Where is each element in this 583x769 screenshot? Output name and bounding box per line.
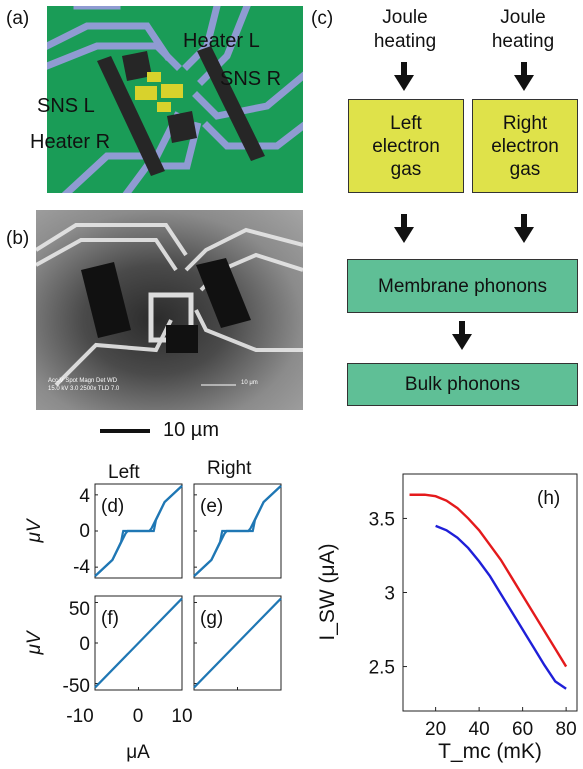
sem-info-line2: 15.0 kV 3.0 2500x TLD 7.0 (48, 386, 120, 392)
y-axis-label: μV (24, 629, 45, 655)
iv-panels: (d) (e) (f) (g) 4 0 -4 50 0 -50 -10 0 10 μV μV μA (24, 483, 282, 763)
arrow-down-icon (394, 214, 414, 243)
y-tick-label: 0 (79, 634, 90, 655)
x-tick-label: -10 (66, 706, 93, 727)
panel-label: (g) (200, 608, 223, 629)
y-axis-label: μV (24, 517, 45, 543)
arrow-down-icon (394, 62, 414, 91)
panel-label-h: (h) (537, 488, 561, 509)
sem-image: Acc.V Spot Magn Det WD 15.0 kV 3.0 2500x… (36, 210, 303, 410)
x-tick-label: 40 (469, 719, 490, 740)
iv-curve-branch (193, 485, 282, 577)
sem-scale-text: 10 μm (241, 380, 258, 386)
x-axis-label: μA (126, 742, 150, 763)
heater-l-label: Heater L (183, 30, 260, 52)
arrow-down-icon (514, 62, 534, 91)
scale-bar (100, 429, 150, 433)
column-left-label: Left (108, 462, 140, 483)
column-right-label: Right (207, 458, 252, 479)
x-tick-label: 10 (171, 706, 192, 727)
panel-label-b: (b) (6, 228, 30, 249)
panel-label: (d) (101, 496, 124, 517)
iv-curve (193, 597, 282, 689)
panel-label-c: (c) (311, 8, 334, 29)
sem-info-line1: Acc.V Spot Magn Det WD (48, 378, 118, 384)
y-tick-label: 3 (384, 584, 395, 605)
joule-heating-right: Joule heating (491, 7, 555, 52)
y-tick-label: -50 (63, 676, 90, 697)
isw-chart: 20 40 60 80 2.5 3 3.5 T_mc (mK) I_SW (μA) (316, 473, 578, 763)
x-axis-label: T_mc (mK) (438, 740, 542, 763)
series-blue-line (435, 524, 567, 690)
scale-bar-label: 10 µm (163, 419, 219, 441)
y-tick-label: 50 (69, 599, 90, 620)
device-schematic (47, 6, 303, 193)
y-tick-label: 0 (79, 521, 90, 542)
y-tick-label: 2.5 (369, 658, 395, 679)
panel-label: (e) (200, 496, 223, 517)
x-tick-label: 20 (425, 719, 446, 740)
left-electron-gas-box: Left electron gas (348, 99, 464, 193)
y-axis-label: I_SW (μA) (316, 543, 339, 640)
membrane-phonons-box: Membrane phonons (347, 259, 578, 313)
x-tick-label: 0 (133, 706, 144, 727)
panel-label: (f) (101, 608, 119, 629)
arrow-down-icon (514, 214, 534, 243)
y-tick-label: 4 (79, 486, 90, 507)
arrow-down-icon (452, 321, 472, 350)
joule-heating-left: Joule heating (373, 7, 437, 52)
panel-label-a: (a) (6, 8, 30, 29)
sns-l-label: SNS L (37, 95, 95, 117)
heater-r-label: Heater R (30, 131, 111, 153)
x-tick-label: 60 (512, 719, 533, 740)
bulk-phonons-box: Bulk phonons (347, 363, 578, 406)
iv-curve (94, 597, 183, 689)
series-red-line (409, 493, 568, 668)
y-tick-label: 3.5 (369, 509, 395, 530)
iv-curve-branch (94, 485, 183, 577)
right-electron-gas-box: Right electron gas (472, 99, 578, 193)
x-tick-label: 80 (556, 719, 577, 740)
y-tick-label: -4 (73, 557, 90, 578)
sns-r-label: SNS R (220, 68, 282, 90)
